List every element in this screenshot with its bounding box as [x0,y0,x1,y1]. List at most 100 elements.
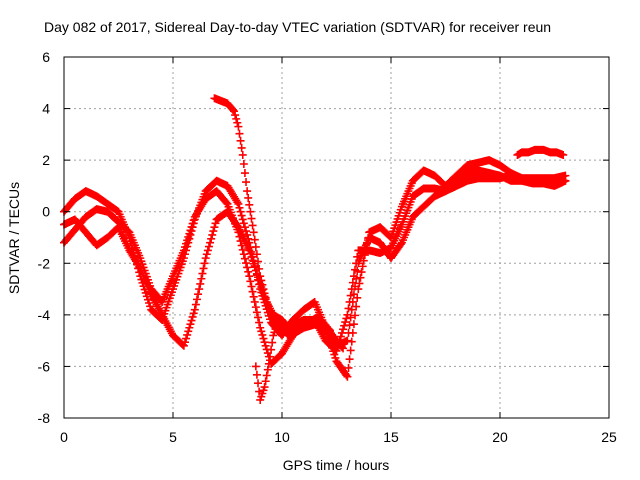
data-point [187,316,196,325]
data-point [192,295,201,304]
data-point [239,219,248,228]
data-point [263,365,272,374]
data-point [337,343,346,352]
data-point [236,136,245,145]
data-point [188,312,197,321]
x-tick-label: 0 [60,429,68,445]
data-point [252,250,261,259]
y-tick-label: 2 [42,152,50,168]
data-point [252,308,261,317]
data-point [233,118,242,127]
data-point [267,345,276,354]
data-point [189,309,198,318]
data-point [235,203,244,212]
data-point [396,240,405,249]
x-tick-label: 20 [492,429,508,445]
x-tick-label: 5 [169,429,177,445]
series-trace-6 [513,145,568,159]
data-point [242,178,251,187]
data-point [351,282,360,291]
data-point [249,292,258,301]
data-point [325,326,334,335]
data-point [251,303,260,312]
data-point [183,330,192,339]
data-point [256,272,265,281]
data-point [339,344,348,353]
data-point [244,267,253,276]
data-point [202,250,211,259]
data-point [185,323,194,332]
series-trace-5 [251,318,334,404]
data-point [255,318,264,327]
data-point [249,228,258,237]
data-point [343,336,352,345]
y-tick-label: -6 [38,358,51,374]
data-point [234,199,243,208]
data-point [345,355,354,364]
data-point [246,277,255,286]
data-point [344,328,353,337]
data-point [245,200,254,209]
data-point [184,327,193,336]
x-axis-label: GPS time / hours [283,457,390,473]
data-point [336,332,345,341]
data-marks [60,94,570,404]
data-point [259,334,268,343]
y-axis-label: SDTVAR / TECUs [6,182,22,294]
data-point [353,267,362,276]
data-point [342,314,351,323]
data-point [230,107,239,116]
data-point [559,150,568,159]
data-point [246,207,255,216]
data-point [248,221,257,230]
data-point [250,297,259,306]
data-point [228,105,237,114]
plot-frame [63,56,610,419]
data-point [186,320,195,329]
data-point [243,187,252,196]
data-point [257,327,266,336]
data-point [242,259,251,268]
data-point [357,268,366,277]
data-point [260,338,269,347]
y-tick-label: 6 [42,49,50,65]
data-point [341,318,350,327]
data-point [196,279,205,288]
data-point [339,325,348,334]
data-point [258,330,267,339]
data-point [254,379,263,388]
x-tick-label: 15 [383,429,399,445]
data-point [261,377,270,386]
data-point [243,263,252,272]
data-point [240,254,249,263]
y-tick-label: 0 [42,204,50,220]
data-point [199,264,208,273]
data-point [260,289,269,298]
data-point [346,346,355,355]
data-point [238,215,247,224]
x-tick-label: 25 [601,429,617,445]
data-point [195,285,204,294]
data-point [256,323,265,332]
data-point [232,114,241,123]
data-point [344,363,353,372]
data-point [251,362,260,371]
series-trace-4 [210,94,348,353]
data-point [191,300,200,309]
data-point [238,150,247,159]
data-point [352,302,361,311]
data-point [240,169,249,178]
data-point [561,176,570,185]
axis-ticks [63,56,610,419]
data-point [244,193,253,202]
data-point [251,242,260,251]
y-tick-label: -2 [38,255,51,271]
data-point [343,372,352,381]
x-tick-label: 10 [274,429,290,445]
data-point [252,370,261,379]
data-point [201,254,210,263]
data-point [207,234,216,243]
data-point [231,111,240,120]
data-point [351,311,360,320]
data-point [209,227,218,236]
